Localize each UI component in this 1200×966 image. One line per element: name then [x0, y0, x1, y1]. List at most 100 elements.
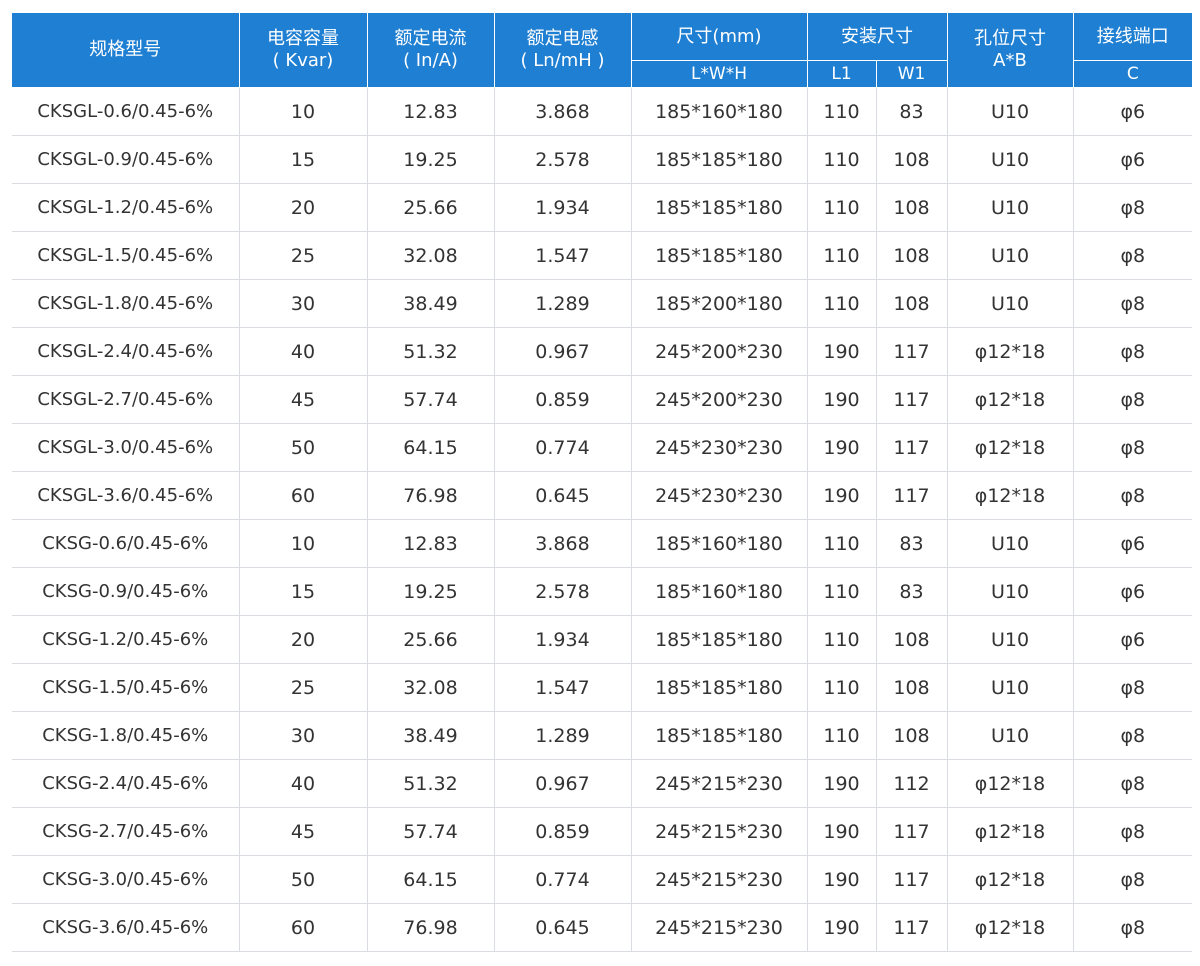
- inductance-cell: 1.934: [494, 183, 632, 232]
- terminal-cell: φ6: [1073, 87, 1192, 136]
- mount-l1-cell: 190: [807, 807, 877, 856]
- current-cell: 32.08: [367, 663, 495, 712]
- col-hole-sub: A*B: [993, 50, 1027, 71]
- capacity-cell: 10: [239, 87, 368, 136]
- table-row: CKSGL-2.7/0.45-6% 45 57.74 0.859 245*200*230…: [12, 375, 1192, 424]
- table-row: CKSGL-1.2/0.45-6% 20 25.66 1.934 185*185*180…: [12, 183, 1192, 232]
- hole-cell: φ12*18: [947, 327, 1074, 376]
- mount-w1-cell: 117: [876, 807, 948, 856]
- mount-w1-cell: 83: [876, 567, 948, 616]
- current-cell: 38.49: [367, 711, 495, 760]
- mount-w1-cell: 108: [876, 663, 948, 712]
- mount-l1-cell: 110: [807, 87, 877, 136]
- hole-cell: φ12*18: [947, 471, 1074, 520]
- table-row: CKSG-1.5/0.45-6% 25 32.08 1.547 185*185*180 1…: [12, 663, 1192, 712]
- col-mount-w1: W1: [876, 60, 948, 88]
- col-capacity-header: 电容容量 ( Kvar): [239, 13, 368, 88]
- mount-w1-cell: 108: [876, 183, 948, 232]
- capacity-cell: 10: [239, 519, 368, 568]
- size-cell: 245*200*230: [631, 375, 808, 424]
- hole-cell: U10: [947, 183, 1074, 232]
- inductance-cell: 1.289: [494, 279, 632, 328]
- hole-cell: U10: [947, 567, 1074, 616]
- size-cell: 185*185*180: [631, 711, 808, 760]
- mount-l1-cell: 190: [807, 759, 877, 808]
- mount-w1-cell: 108: [876, 279, 948, 328]
- capacity-cell: 40: [239, 327, 368, 376]
- size-cell: 245*200*230: [631, 327, 808, 376]
- hole-cell: U10: [947, 279, 1074, 328]
- table-row: CKSGL-3.0/0.45-6% 50 64.15 0.774 245*230*230…: [12, 423, 1192, 472]
- inductance-cell: 1.289: [494, 711, 632, 760]
- terminal-cell: φ8: [1073, 903, 1192, 952]
- mount-l1-cell: 110: [807, 279, 877, 328]
- model-cell: CKSG-2.7/0.45-6%: [12, 807, 240, 856]
- current-cell: 64.15: [367, 423, 495, 472]
- col-inductance-header: 额定电感 ( Ln/mH ): [494, 13, 632, 88]
- inductance-cell: 3.868: [494, 519, 632, 568]
- col-current-unit: ( In/A): [403, 50, 458, 71]
- current-cell: 32.08: [367, 231, 495, 280]
- hole-cell: U10: [947, 135, 1074, 184]
- capacity-cell: 50: [239, 855, 368, 904]
- size-cell: 245*230*230: [631, 471, 808, 520]
- model-cell: CKSG-0.6/0.45-6%: [12, 519, 240, 568]
- model-cell: CKSG-3.0/0.45-6%: [12, 855, 240, 904]
- table-row: CKSG-2.4/0.45-6% 40 51.32 0.967 245*215*230 1…: [12, 759, 1192, 808]
- mount-w1-cell: 83: [876, 87, 948, 136]
- table-row: CKSG-3.6/0.45-6% 60 76.98 0.645 245*215*230 1…: [12, 903, 1192, 952]
- terminal-cell: φ8: [1073, 759, 1192, 808]
- inductance-cell: 2.578: [494, 135, 632, 184]
- table-row: CKSG-0.9/0.45-6% 15 19.25 2.578 185*160*180 1…: [12, 567, 1192, 616]
- hole-cell: U10: [947, 87, 1074, 136]
- col-current-label: 额定电流: [394, 28, 467, 49]
- capacity-cell: 45: [239, 807, 368, 856]
- capacity-cell: 15: [239, 135, 368, 184]
- table-row: CKSGL-3.6/0.45-6% 60 76.98 0.645 245*230*230…: [12, 471, 1192, 520]
- model-cell: CKSGL-0.6/0.45-6%: [12, 87, 240, 136]
- mount-l1-cell: 190: [807, 903, 877, 952]
- model-cell: CKSGL-3.6/0.45-6%: [12, 471, 240, 520]
- capacity-cell: 30: [239, 711, 368, 760]
- current-cell: 19.25: [367, 567, 495, 616]
- mount-l1-cell: 110: [807, 567, 877, 616]
- model-cell: CKSGL-2.4/0.45-6%: [12, 327, 240, 376]
- mount-w1-cell: 83: [876, 519, 948, 568]
- current-cell: 38.49: [367, 279, 495, 328]
- col-model-label: 规格型号: [89, 39, 162, 60]
- mount-w1-cell: 108: [876, 231, 948, 280]
- model-cell: CKSG-3.6/0.45-6%: [12, 903, 240, 952]
- col-terminal-sub: C: [1073, 60, 1192, 88]
- terminal-cell: φ8: [1073, 471, 1192, 520]
- hole-cell: φ12*18: [947, 759, 1074, 808]
- size-cell: 185*185*180: [631, 663, 808, 712]
- mount-l1-cell: 190: [807, 327, 877, 376]
- hole-cell: φ12*18: [947, 375, 1074, 424]
- mount-w1-cell: 117: [876, 903, 948, 952]
- table-row: CKSG-1.8/0.45-6% 30 38.49 1.289 185*185*180 1…: [12, 711, 1192, 760]
- model-cell: CKSG-1.5/0.45-6%: [12, 663, 240, 712]
- hole-cell: φ12*18: [947, 903, 1074, 952]
- model-cell: CKSGL-0.9/0.45-6%: [12, 135, 240, 184]
- current-cell: 64.15: [367, 855, 495, 904]
- mount-w1-cell: 117: [876, 423, 948, 472]
- mount-l1-cell: 110: [807, 135, 877, 184]
- size-cell: 245*230*230: [631, 423, 808, 472]
- mount-w1-cell: 117: [876, 375, 948, 424]
- capacity-cell: 60: [239, 903, 368, 952]
- col-size-header: 尺寸(mm): [631, 13, 808, 61]
- table-header: 规格型号 电容容量 ( Kvar) 额定电流 ( In/A) 额定电感 ( Ln…: [12, 13, 1192, 88]
- size-cell: 185*160*180: [631, 87, 808, 136]
- current-cell: 57.74: [367, 807, 495, 856]
- mount-l1-cell: 190: [807, 855, 877, 904]
- col-mount-label: 安装尺寸: [841, 25, 913, 47]
- col-terminal-header: 接线端口: [1073, 13, 1192, 61]
- inductance-cell: 0.967: [494, 327, 632, 376]
- current-cell: 76.98: [367, 903, 495, 952]
- mount-l1-cell: 110: [807, 519, 877, 568]
- size-cell: 185*200*180: [631, 279, 808, 328]
- table-row: CKSGL-0.9/0.45-6% 15 19.25 2.578 185*185*180…: [12, 135, 1192, 184]
- col-model-header: 规格型号: [12, 13, 240, 88]
- size-cell: 185*185*180: [631, 231, 808, 280]
- capacity-cell: 45: [239, 375, 368, 424]
